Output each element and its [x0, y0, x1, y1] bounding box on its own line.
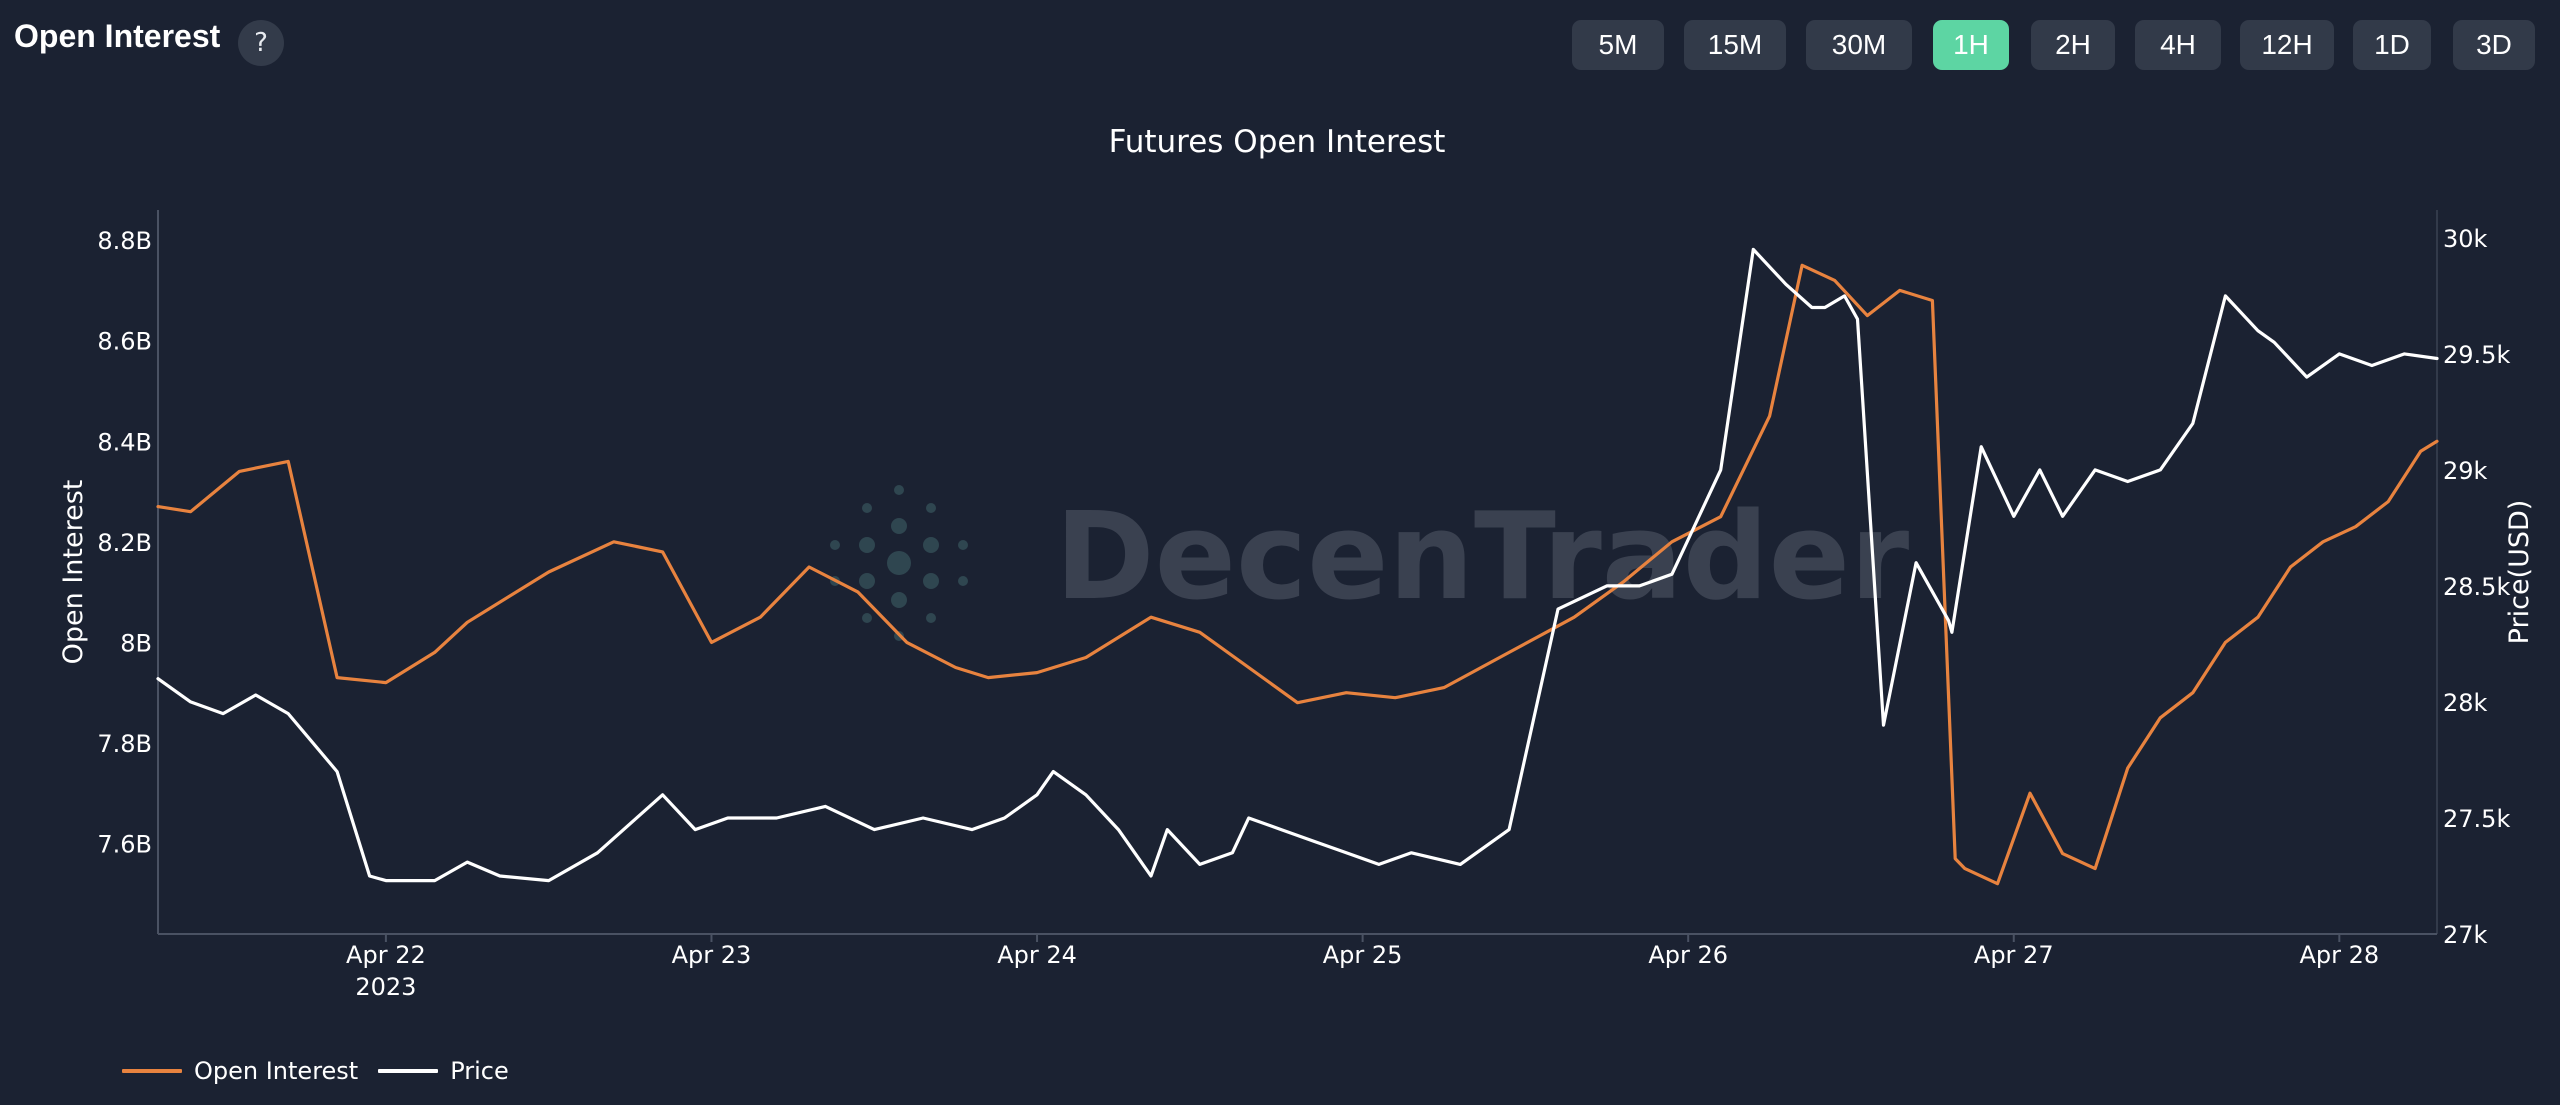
timeframe-button-2h[interactable]: 2H — [2031, 20, 2115, 70]
chart-legend: Open Interest Price — [122, 1056, 529, 1086]
timeframe-button-5m[interactable]: 5M — [1572, 20, 1664, 70]
legend-swatch-price — [378, 1069, 439, 1073]
x-tick-label: Apr 26 — [1648, 941, 1728, 969]
chart-title: Futures Open Interest — [1109, 124, 1446, 160]
y2-axis-title: Price(USD) — [2504, 500, 2535, 645]
timeframe-button-15m[interactable]: 15M — [1684, 20, 1786, 70]
x-tick-label: Apr 28 — [2299, 941, 2379, 969]
x-tick-label: Apr 27 — [1974, 941, 2054, 969]
legend-swatch-open-interest — [122, 1069, 182, 1073]
x-tick-label: Apr 22 — [346, 941, 426, 969]
watermark-logo-icon — [830, 485, 968, 641]
watermark-text: DecenTrader — [1055, 488, 1909, 627]
timeframe-button-4h[interactable]: 4H — [2135, 20, 2221, 70]
legend-item-open-interest[interactable]: Open Interest — [122, 1057, 358, 1085]
timeframe-button-30m[interactable]: 30M — [1806, 20, 1912, 70]
timeframe-button-1h[interactable]: 1H — [1933, 20, 2009, 70]
x-tick-label: Apr 23 — [672, 941, 752, 969]
legend-item-price[interactable]: Price — [378, 1057, 509, 1085]
x-tick-sublabel: 2023 — [355, 973, 416, 1001]
y2-tick-label: 28k — [2443, 689, 2488, 717]
x-tick-label: Apr 25 — [1323, 941, 1403, 969]
y-tick-label: 7.8B — [97, 730, 152, 758]
y2-tick-label: 30k — [2443, 225, 2488, 253]
y-tick-label: 8.4B — [97, 428, 152, 456]
y-tick-label: 8.8B — [97, 227, 152, 255]
timeframe-button-12h[interactable]: 12H — [2240, 20, 2334, 70]
y2-tick-label: 27k — [2443, 921, 2488, 949]
legend-label: Open Interest — [194, 1057, 359, 1085]
timeframe-button-3d[interactable]: 3D — [2453, 20, 2535, 70]
timeframe-button-1d[interactable]: 1D — [2353, 20, 2431, 70]
y-tick-label: 7.6B — [97, 831, 152, 859]
page-title: Open Interest — [14, 18, 221, 54]
y2-tick-label: 29k — [2443, 457, 2488, 485]
series-line-open-interest — [156, 263, 2439, 886]
y2-tick-label: 28.5k — [2443, 573, 2510, 601]
series-line-price — [156, 247, 2439, 883]
y-axis-title: Open Interest — [58, 480, 89, 665]
y2-tick-label: 27.5k — [2443, 805, 2510, 833]
y-tick-label: 8.2B — [97, 529, 152, 557]
help-button[interactable]: ? — [238, 20, 284, 66]
y-tick-label: 8B — [120, 629, 152, 657]
y2-tick-label: 29.5k — [2443, 341, 2510, 369]
legend-label: Price — [450, 1057, 509, 1085]
x-tick-label: Apr 24 — [997, 941, 1077, 969]
y-tick-label: 8.6B — [97, 328, 152, 356]
